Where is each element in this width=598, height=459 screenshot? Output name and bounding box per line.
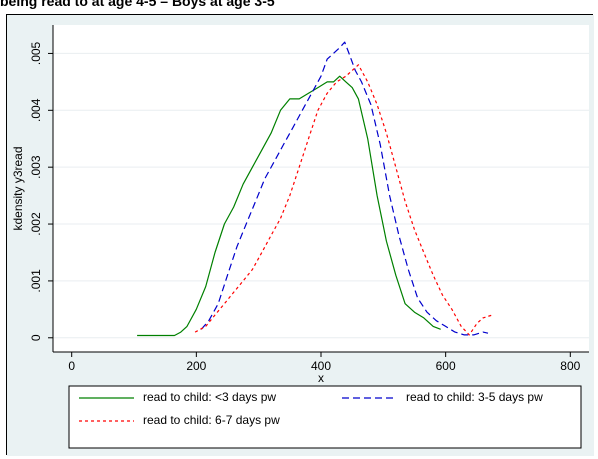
y-tick-label: .003 [29, 155, 43, 179]
series-lines [137, 41, 493, 337]
y-tick-label: .004 [29, 98, 43, 122]
series-line-1 [137, 75, 441, 337]
figure-frame: 0 .001 .002 .003 .004 .005 0 200 400 600 800 x kde… [6, 14, 594, 456]
y-tick-label: .005 [29, 41, 43, 65]
legend-label-1: read to child: <3 days pw [143, 390, 276, 404]
series-line-3 [194, 64, 493, 336]
x-tick-label: 600 [436, 359, 456, 373]
x-tick-label: 0 [68, 359, 75, 373]
kdensity-chart: 0 .001 .002 .003 .004 .005 0 200 400 600 800 x kde… [7, 15, 594, 456]
x-tick-label: 400 [311, 359, 331, 373]
y-tick-label: 0 [29, 334, 43, 341]
y-tick-label: .002 [29, 212, 43, 236]
x-tick-label: 800 [560, 359, 580, 373]
legend-box [68, 385, 582, 449]
y-tick-label: .001 [29, 269, 43, 293]
x-tick-label: 200 [186, 359, 206, 373]
series-line-2 [200, 41, 489, 336]
plot-region [53, 25, 589, 352]
legend-label-2: read to child: 3-5 days pw [406, 390, 543, 404]
figure-caption: being read to at age 4-5 – Boys at age 3… [0, 0, 275, 9]
x-axis-label: x [318, 371, 324, 385]
legend: read to child: <3 days pw read to child: … [68, 385, 582, 449]
axes: 0 .001 .002 .003 .004 .005 0 200 400 600 800 [29, 25, 589, 373]
grid-lines [53, 52, 589, 339]
y-axis-label: kdensity y3read [11, 146, 25, 230]
legend-label-3: read to child: 6-7 days pw [143, 413, 280, 427]
